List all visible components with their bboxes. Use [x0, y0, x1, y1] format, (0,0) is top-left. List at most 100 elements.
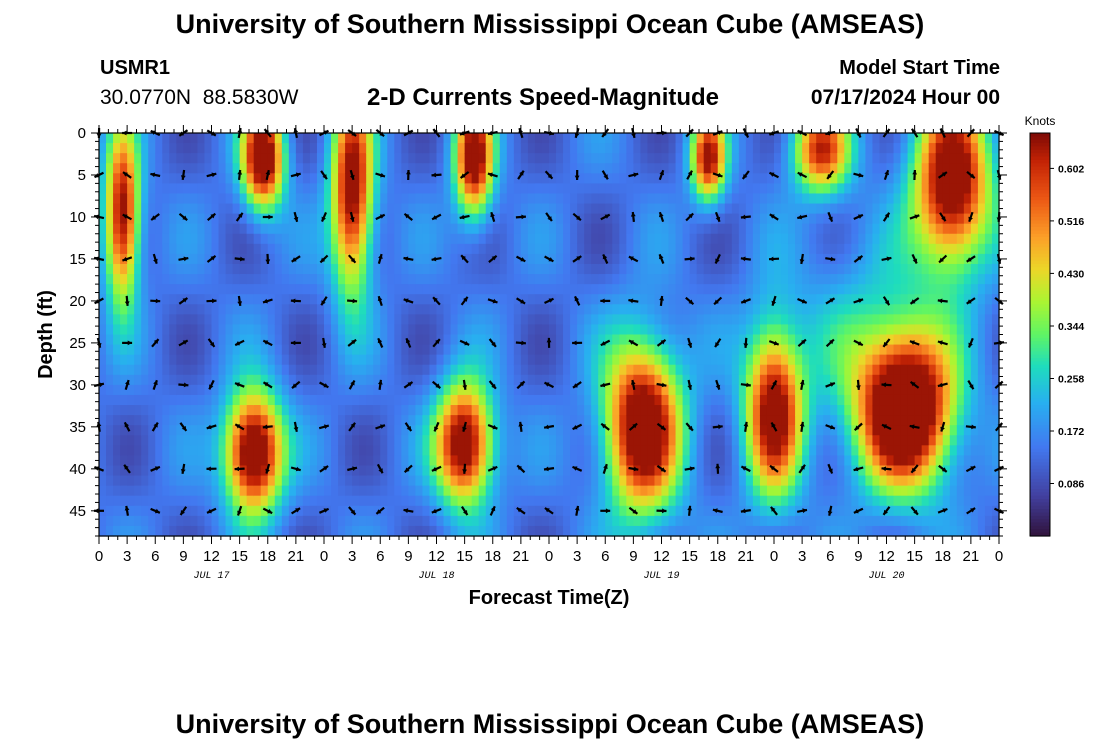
heatmap-cell — [380, 334, 388, 346]
heatmap-cell — [668, 495, 677, 507]
heatmap-cell — [654, 253, 663, 265]
heatmap-cell — [963, 133, 972, 144]
heatmap-cell — [513, 284, 522, 295]
heatmap-cell — [689, 153, 698, 164]
heatmap-cell — [802, 153, 810, 164]
heatmap-cell — [359, 425, 367, 436]
heatmap-cell — [141, 324, 149, 336]
heatmap-cell — [324, 173, 332, 184]
heatmap-cell — [373, 223, 381, 235]
heatmap-cell — [415, 445, 424, 456]
heatmap-cell — [183, 515, 192, 527]
heatmap-cell — [879, 465, 888, 477]
heatmap-cell — [541, 153, 550, 164]
heatmap-cell — [338, 394, 346, 406]
heatmap-cell — [492, 133, 501, 144]
heatmap-cell — [802, 405, 810, 416]
heatmap-cell — [499, 314, 508, 326]
heatmap-cell — [661, 223, 670, 235]
heatmap-cell — [816, 153, 824, 164]
heatmap-cell — [253, 193, 262, 205]
heatmap-cell — [232, 294, 241, 305]
heatmap-cell — [211, 284, 220, 295]
heatmap-cell — [288, 435, 297, 446]
heatmap-cell — [183, 405, 192, 416]
heatmap-cell — [218, 153, 227, 164]
heatmap-cell — [900, 505, 909, 517]
heatmap-cell — [204, 243, 213, 255]
heatmap-cell — [380, 374, 388, 386]
heatmap-cell — [267, 233, 276, 245]
heatmap-cell — [823, 233, 831, 245]
heatmap-cell — [190, 274, 199, 285]
heatmap-cell — [738, 344, 747, 356]
heatmap-cell — [204, 344, 213, 356]
heatmap-cell — [752, 233, 761, 245]
heatmap-cell — [745, 304, 754, 315]
heatmap-cell — [331, 324, 339, 336]
heatmap-cell — [309, 243, 318, 255]
heatmap-cell — [921, 405, 930, 416]
heatmap-cell — [788, 435, 796, 446]
heatmap-cell — [914, 485, 923, 497]
heatmap-cell — [197, 455, 206, 467]
heatmap-cell — [260, 515, 269, 527]
heatmap-cell — [183, 304, 192, 315]
heatmap-cell — [619, 445, 627, 456]
heatmap-cell — [689, 284, 698, 295]
heatmap-cell — [345, 374, 353, 386]
heatmap-cell — [907, 294, 916, 305]
heatmap-cell — [654, 133, 663, 144]
heatmap-cell — [914, 384, 923, 396]
heatmap-cell — [851, 435, 859, 446]
heatmap-cell — [640, 263, 649, 275]
heatmap-cell — [345, 213, 353, 225]
heatmap-cell — [120, 455, 128, 467]
heatmap-cell — [619, 274, 627, 285]
heatmap-cell — [162, 374, 170, 386]
heatmap-cell — [759, 344, 768, 356]
heatmap-cell — [766, 203, 775, 215]
heatmap-cell — [113, 173, 121, 184]
heatmap-cell — [837, 364, 845, 376]
heatmap-cell — [598, 334, 606, 346]
heatmap-cell — [809, 525, 817, 537]
heatmap-cell — [436, 425, 445, 436]
heatmap-cell — [246, 274, 255, 285]
heatmap-cell — [373, 133, 381, 144]
heatmap-cell — [766, 445, 775, 456]
heatmap-cell — [837, 445, 845, 456]
heatmap-cell — [956, 384, 965, 396]
heatmap-cell — [886, 193, 895, 205]
heatmap-cell — [675, 505, 684, 517]
heatmap-cell — [345, 334, 353, 346]
heatmap-cell — [759, 495, 768, 507]
heatmap-cell — [605, 203, 613, 215]
heatmap-cell — [928, 445, 937, 456]
heatmap-cell — [176, 243, 184, 255]
heatmap-cell — [134, 455, 142, 467]
heatmap-cell — [928, 233, 937, 245]
heatmap-cell — [127, 173, 135, 184]
heatmap-cell — [577, 485, 585, 497]
heatmap-cell — [127, 354, 135, 366]
heatmap-cell — [872, 314, 881, 326]
heatmap-cell — [162, 425, 170, 436]
heatmap-cell — [858, 465, 867, 477]
heatmap-cell — [907, 415, 916, 426]
heatmap-cell — [949, 415, 958, 426]
heatmap-cell — [513, 354, 522, 366]
heatmap-cell — [591, 153, 599, 164]
heatmap-cell — [331, 435, 339, 446]
heatmap-cell — [239, 435, 248, 446]
heatmap-cell — [478, 263, 487, 275]
heatmap-cell — [274, 525, 283, 537]
heatmap-cell — [738, 263, 747, 275]
heatmap-cell — [703, 193, 712, 205]
heatmap-cell — [963, 183, 972, 195]
heatmap-cell — [127, 223, 135, 235]
heatmap-cell — [570, 374, 578, 386]
heatmap-cell — [837, 193, 845, 205]
heatmap-cell — [155, 163, 163, 174]
heatmap-cell — [485, 495, 494, 507]
